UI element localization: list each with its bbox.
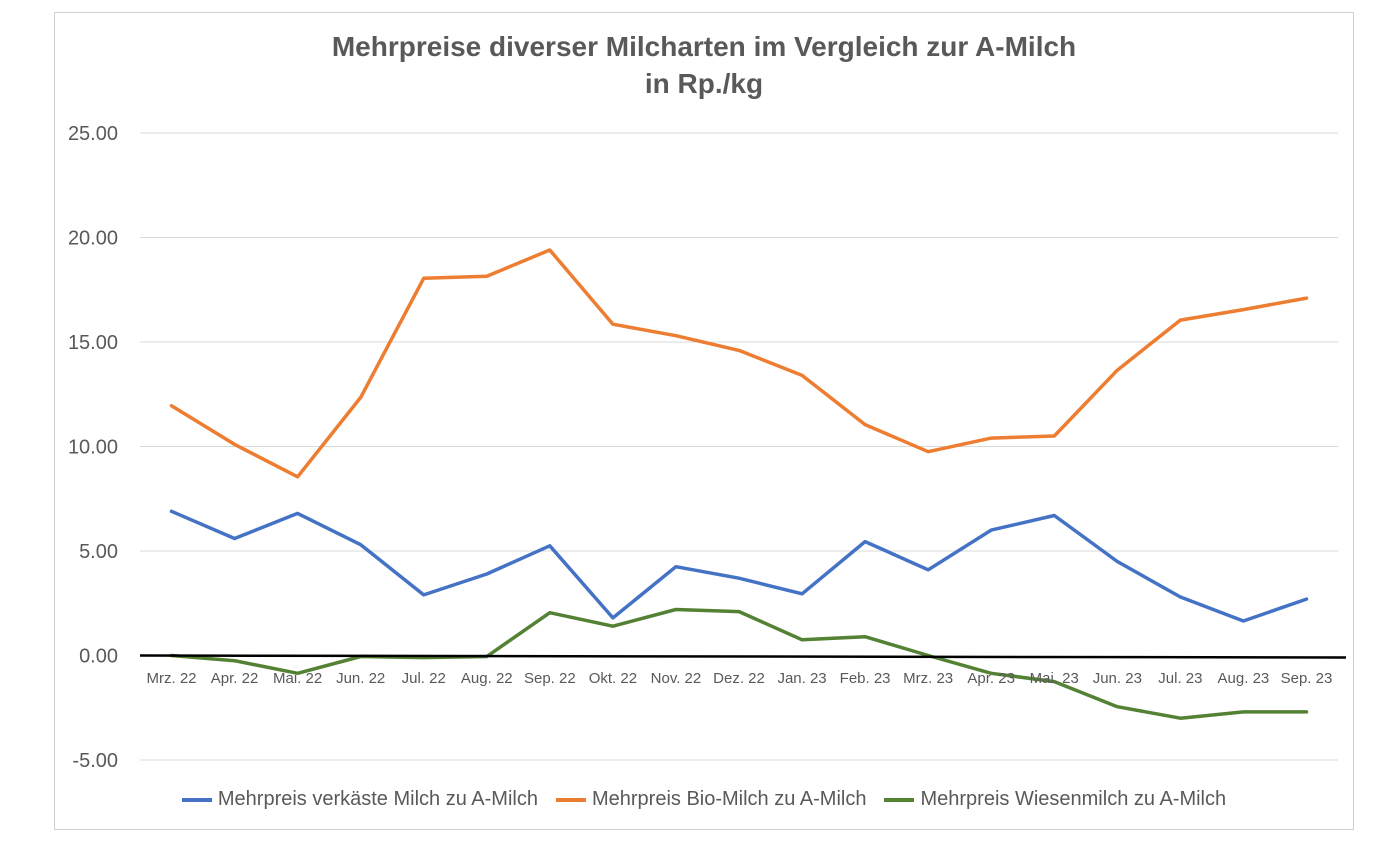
y-tick-label: 15.00	[68, 332, 118, 354]
legend-label: Mehrpreis Bio-Milch zu A-Milch	[591, 788, 867, 810]
legend-swatch	[555, 797, 586, 802]
x-tick-label: Jan. 23	[777, 670, 826, 687]
legend-swatch	[181, 797, 212, 802]
x-tick-label: Mrz. 23	[903, 670, 953, 687]
x-tick-label: Aug. 22	[461, 670, 513, 687]
x-tick-label: Mai. 22	[273, 670, 322, 687]
legend: Mehrpreis verkäste Milch zu A-Milch Mehrp…	[54, 788, 1354, 811]
x-tick-label: Jul. 23	[1158, 670, 1202, 687]
y-tick-label: 10.00	[68, 437, 118, 459]
legend-item: Mehrpreis verkäste Milch zu A-Milch	[181, 788, 538, 811]
chart-frame	[54, 12, 1354, 830]
x-tick-label: Jun. 22	[336, 670, 385, 687]
y-tick-label: 5.00	[79, 541, 118, 563]
x-tick-label: Nov. 22	[651, 670, 702, 687]
chart-subtitle: in Rp./kg	[644, 68, 764, 99]
legend-swatch	[884, 797, 915, 802]
series-line-2	[169, 248, 1309, 479]
y-tick-label: 0.00	[79, 646, 118, 668]
x-tick-label: Apr. 22	[211, 670, 259, 687]
x-tick-label: Okt. 22	[589, 670, 637, 687]
x-tick-label: Sep. 22	[524, 670, 576, 687]
x-tick-label: Mrz. 22	[147, 670, 197, 687]
x-tick-label: Dez. 22	[713, 670, 765, 687]
x-tick-label: Mai. 23	[1030, 670, 1079, 687]
zero-axis-line	[139, 654, 1347, 659]
x-tick-label: Jun. 23	[1093, 670, 1142, 687]
x-tick-label: Sep. 23	[1281, 670, 1333, 687]
chart-title-block: Mehrpreise diverser Milcharten im Vergle…	[54, 28, 1354, 102]
y-tick-label: -5.00	[72, 750, 118, 772]
legend-label: Mehrpreis verkäste Milch zu A-Milch	[217, 788, 538, 810]
x-tick-label: Apr. 23	[967, 670, 1015, 687]
x-tick-label: Feb. 23	[840, 670, 891, 687]
series-line-1	[169, 509, 1309, 623]
y-tick-label: 20.00	[68, 228, 118, 250]
series-line-3	[169, 607, 1309, 720]
legend-item: Mehrpreis Bio-Milch zu A-Milch	[555, 788, 867, 811]
x-tick-label: Aug. 23	[1218, 670, 1270, 687]
x-tick-label: Jul. 22	[402, 670, 446, 687]
legend-item: Mehrpreis Wiesenmilch zu A-Milch	[884, 788, 1226, 811]
legend-label: Mehrpreis Wiesenmilch zu A-Milch	[920, 788, 1227, 810]
chart-title: Mehrpreise diverser Milcharten im Vergle…	[331, 31, 1077, 62]
y-tick-label: 25.00	[68, 123, 118, 145]
